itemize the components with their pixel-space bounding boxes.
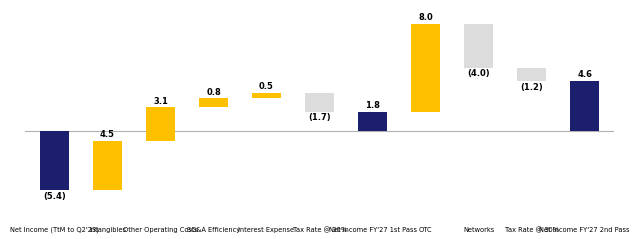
Text: (1.2): (1.2) [520, 83, 543, 92]
Text: 0.5: 0.5 [259, 82, 274, 91]
Text: (4.0): (4.0) [467, 70, 490, 78]
Bar [199, 98, 228, 107]
Bar [305, 93, 334, 112]
Bar [517, 68, 546, 81]
Bar [93, 141, 122, 190]
Text: 3.1: 3.1 [153, 97, 168, 106]
Bar [40, 131, 69, 190]
Text: 4.6: 4.6 [577, 70, 592, 79]
Bar [252, 93, 281, 98]
Bar [570, 81, 599, 131]
Bar [411, 24, 440, 112]
Bar [358, 112, 387, 131]
Bar [464, 24, 493, 68]
Text: 0.8: 0.8 [206, 88, 221, 97]
Text: (5.4): (5.4) [43, 192, 66, 201]
Text: 4.5: 4.5 [100, 130, 115, 139]
Bar [146, 107, 175, 141]
Text: 1.8: 1.8 [365, 101, 380, 110]
Text: (1.7): (1.7) [308, 113, 331, 122]
Text: 8.0: 8.0 [418, 13, 433, 22]
